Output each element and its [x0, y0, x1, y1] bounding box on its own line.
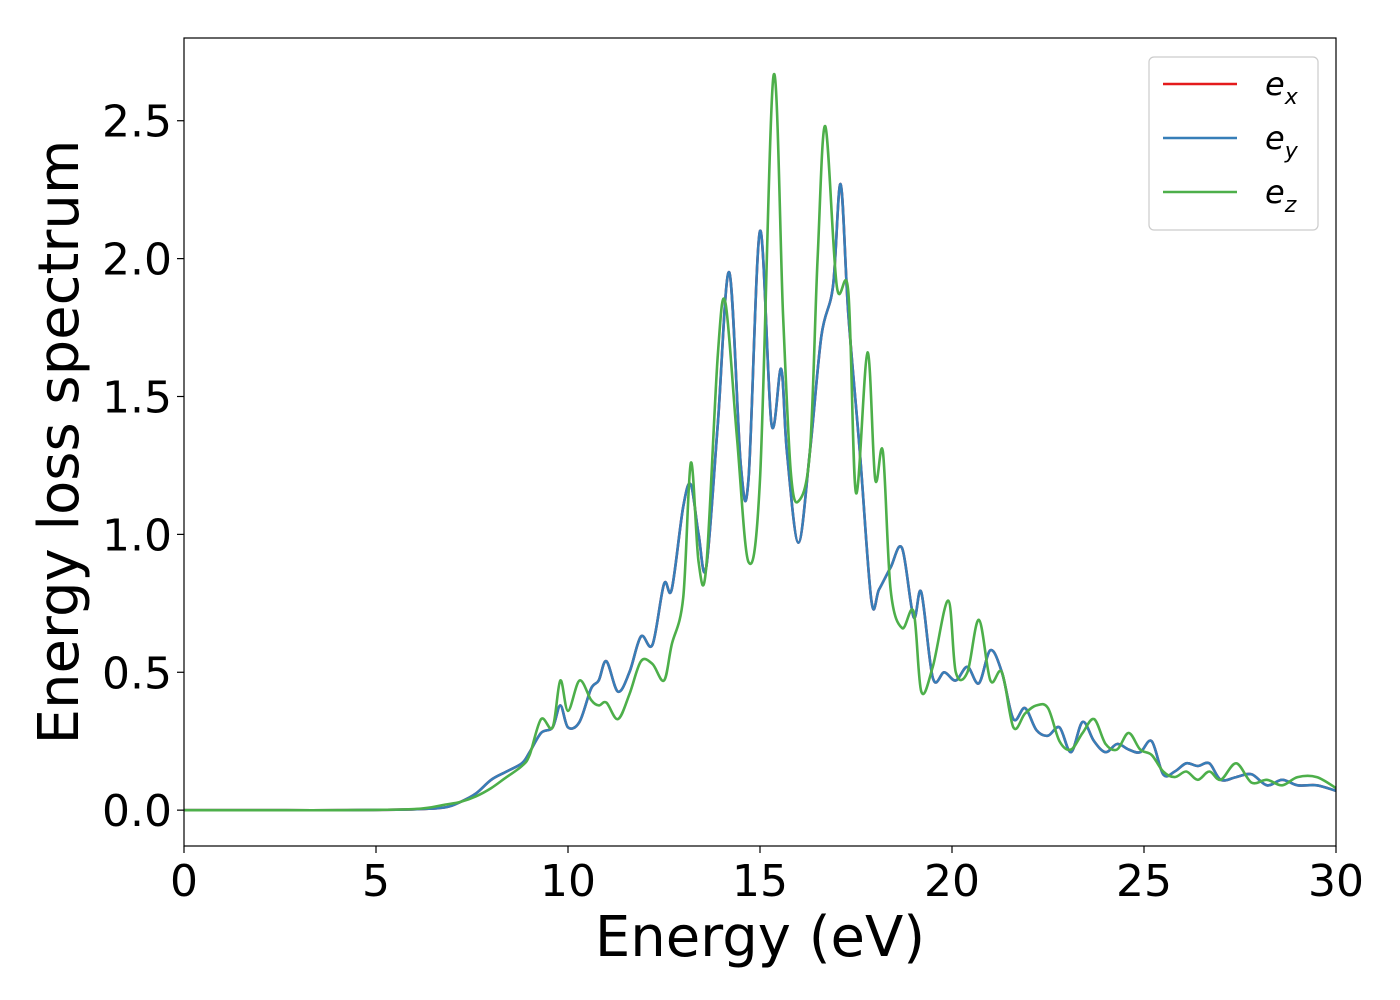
- y-tick-label: 1.0: [102, 510, 172, 561]
- legend: ex ey ez: [1148, 56, 1319, 231]
- x-tick-label: 10: [540, 856, 596, 907]
- series-line-z: [184, 72, 1336, 812]
- x-tick-label: 0: [170, 856, 198, 907]
- legend-label-x: ex: [1265, 65, 1299, 110]
- x-axis-label: Energy (eV): [595, 905, 925, 970]
- x-tick-label: 5: [362, 856, 390, 907]
- y-tick-label: 1.5: [102, 372, 172, 423]
- x-tick-label: 25: [1116, 856, 1172, 907]
- legend-box: [1148, 56, 1319, 231]
- y-tick-label: 0.0: [102, 786, 172, 837]
- series-lines: [184, 72, 1336, 812]
- y-axis-label: Energy loss spectrum: [27, 140, 92, 745]
- series-line-y: [184, 182, 1336, 812]
- axis-ticks: 0 5 10 15 20 25 30 0.0 0.5 1.0 1.5 2.0 2.5: [102, 97, 1364, 907]
- legend-label-y: ey: [1265, 119, 1299, 164]
- x-tick-label: 15: [732, 856, 788, 907]
- y-tick-label: 2.5: [102, 97, 172, 148]
- y-tick-label: 0.5: [102, 648, 172, 699]
- legend-label-z: ez: [1265, 173, 1297, 218]
- y-tick-label: 2.0: [102, 235, 172, 286]
- x-tick-label: 20: [924, 856, 980, 907]
- x-tick-label: 30: [1308, 856, 1364, 907]
